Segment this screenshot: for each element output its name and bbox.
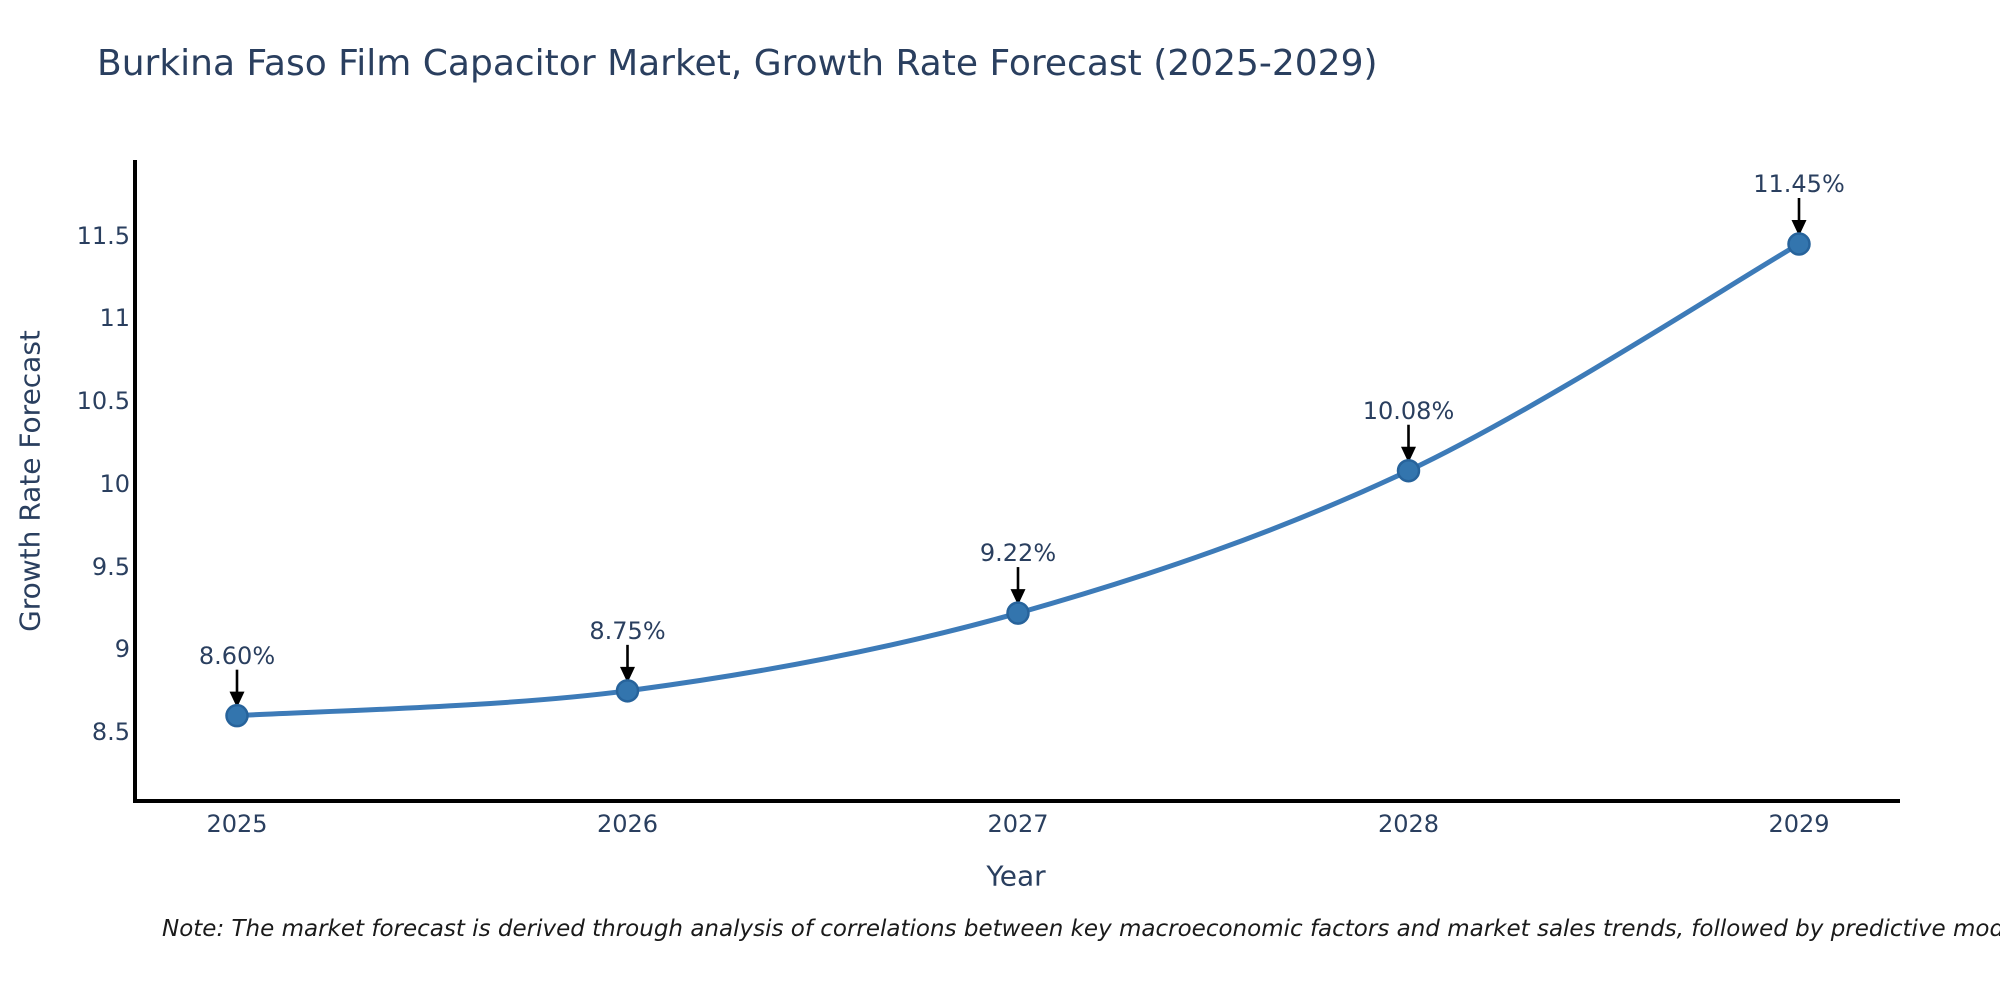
- data-point-marker: [1396, 458, 1421, 483]
- annotation-arrowhead: [1010, 589, 1026, 606]
- y-tick-label: 11: [99, 304, 130, 333]
- x-tick-label: 2026: [596, 810, 659, 838]
- y-tick-label: 11.5: [76, 221, 130, 250]
- x-axis-title: Year: [986, 859, 1046, 893]
- y-tick-label: 10.5: [76, 387, 130, 416]
- y-tick-label: 9.5: [91, 552, 130, 581]
- point-label: 8.75%: [589, 616, 666, 645]
- point-label: 11.45%: [1753, 170, 1845, 198]
- y-tick-label: 9: [114, 635, 130, 664]
- x-tick-label: 2025: [206, 810, 268, 838]
- annotation-arrowhead: [229, 691, 245, 708]
- x-tick-label: 2028: [1377, 810, 1440, 838]
- annotation-arrowhead: [620, 666, 635, 683]
- point-label: 10.08%: [1362, 396, 1455, 425]
- point-label: 8.60%: [198, 641, 276, 670]
- data-point-marker: [225, 703, 249, 728]
- data-point-marker: [615, 679, 640, 703]
- forecast-line: [234, 241, 1802, 719]
- chart-title: Burkina Faso Film Capacitor Market, Grow…: [97, 43, 1378, 84]
- annotation-arrowhead: [1401, 446, 1416, 463]
- data-point-marker: [1787, 232, 1811, 256]
- x-tick-label: 2027: [987, 810, 1049, 838]
- footnote: Note: The market forecast is derived thr…: [162, 916, 2000, 942]
- y-tick-label: 8.5: [91, 718, 130, 747]
- y-tick-label: 10: [99, 469, 130, 498]
- x-tick-label: 2029: [1768, 810, 1830, 838]
- annotation-arrowhead: [1791, 220, 1807, 236]
- data-point-marker: [1006, 601, 1030, 625]
- point-label: 9.22%: [979, 539, 1057, 568]
